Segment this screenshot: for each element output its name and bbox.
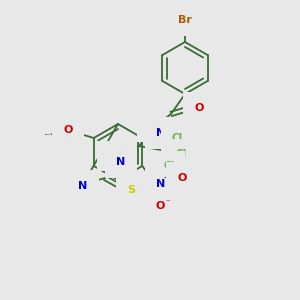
Text: N: N [156, 179, 165, 189]
Text: Br: Br [178, 15, 192, 25]
Text: methoxy: methoxy [44, 134, 51, 135]
Text: N: N [116, 157, 126, 167]
Text: Cl: Cl [176, 149, 187, 159]
Text: O: O [156, 201, 165, 211]
Text: O: O [178, 173, 187, 183]
Text: O: O [63, 125, 72, 135]
Text: H: H [69, 175, 77, 185]
Text: N: N [78, 181, 88, 191]
Text: S: S [127, 185, 135, 195]
Text: +: + [163, 175, 169, 181]
Text: O: O [194, 103, 204, 113]
Text: N: N [156, 128, 166, 138]
Text: Cl: Cl [171, 133, 183, 143]
Text: H: H [107, 151, 115, 161]
Text: Cl: Cl [164, 161, 175, 171]
Text: ⁻: ⁻ [165, 197, 169, 206]
Text: H: H [147, 122, 155, 132]
